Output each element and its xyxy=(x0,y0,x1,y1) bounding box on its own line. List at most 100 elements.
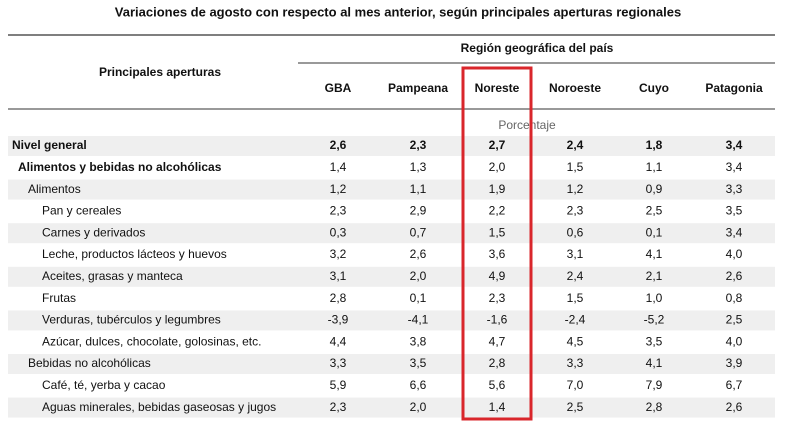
cell: 2,0 xyxy=(410,400,427,414)
cell: 3,9 xyxy=(726,356,743,370)
row-shade xyxy=(8,310,775,331)
cell: 5,9 xyxy=(330,378,347,392)
row-label: Bebidas no alcohólicas xyxy=(28,356,151,370)
cell: -5,2 xyxy=(644,313,665,327)
cell: 0,3 xyxy=(330,225,347,239)
cell: 3,4 xyxy=(726,138,743,152)
cell: 7,9 xyxy=(646,378,663,392)
cell: 5,6 xyxy=(489,378,506,392)
cell: 2,9 xyxy=(410,204,427,218)
cell: 0,1 xyxy=(646,225,663,239)
row-label: Alimentos y bebidas no alcohólicas xyxy=(18,160,222,174)
row-label: Azúcar, dulces, chocolate, golosinas, et… xyxy=(42,334,261,348)
cell: 1,3 xyxy=(410,160,427,174)
cell: -3,9 xyxy=(328,313,349,327)
column-header: Pampeana xyxy=(388,81,448,95)
cell: 2,6 xyxy=(726,269,743,283)
cell: 1,2 xyxy=(330,182,347,196)
cell: 4,7 xyxy=(489,334,506,348)
cell: 2,6 xyxy=(726,400,743,414)
cell: 2,1 xyxy=(646,269,663,283)
cell: 3,4 xyxy=(726,160,743,174)
group-header: Región geográfica del país xyxy=(461,41,614,55)
cell: 4,4 xyxy=(330,334,347,348)
cell: -2,4 xyxy=(565,313,586,327)
cell: 2,3 xyxy=(489,291,506,305)
cell: 3,5 xyxy=(646,334,663,348)
cell: 3,3 xyxy=(567,356,584,370)
cell: 1,2 xyxy=(567,182,584,196)
row-shade xyxy=(8,397,775,418)
row-label: Nivel general xyxy=(12,138,87,152)
cell: 2,6 xyxy=(330,138,347,152)
row-label: Café, té, yerba y cacao xyxy=(42,378,166,392)
table-body: Nivel general 2,6 2,3 2,7 2,4 1,8 3,4 Alimentos… xyxy=(12,138,743,414)
cell: 3,4 xyxy=(726,225,743,239)
cell: 2,8 xyxy=(330,291,347,305)
cell: 2,8 xyxy=(489,356,506,370)
row-shade xyxy=(8,354,775,374)
cell: 2,7 xyxy=(489,138,506,152)
cell: 1,5 xyxy=(567,160,584,174)
cell: 0,6 xyxy=(567,225,584,239)
cell: 2,3 xyxy=(567,204,584,218)
cell: 1,1 xyxy=(646,160,663,174)
cell: 2,4 xyxy=(567,138,584,152)
cell: 3,1 xyxy=(567,247,584,261)
row-label: Pan y cereales xyxy=(42,204,121,218)
cell: 1,0 xyxy=(646,291,663,305)
cell: 2,2 xyxy=(489,204,506,218)
cell: 6,7 xyxy=(726,378,743,392)
cell: 2,5 xyxy=(646,204,663,218)
cell: 3,8 xyxy=(410,334,427,348)
row-shade xyxy=(8,136,775,156)
column-header: Patagonia xyxy=(705,81,763,95)
cell: 2,3 xyxy=(330,400,347,414)
cell: 2,4 xyxy=(567,269,584,283)
row-label: Aceites, grasas y manteca xyxy=(42,269,183,283)
cell: 3,5 xyxy=(726,204,743,218)
cell: -4,1 xyxy=(408,313,429,327)
cell: 0,1 xyxy=(410,291,427,305)
cell: 1,1 xyxy=(410,182,427,196)
highlight-box xyxy=(461,66,533,421)
cell: 4,1 xyxy=(646,356,663,370)
row-label: Leche, productos lácteos y huevos xyxy=(42,247,227,261)
cell: 3,1 xyxy=(330,269,347,283)
cell: 6,6 xyxy=(410,378,427,392)
cell: 4,5 xyxy=(567,334,584,348)
cell: 2,0 xyxy=(410,269,427,283)
cell: 0,7 xyxy=(410,225,427,239)
cell: 1,9 xyxy=(489,182,506,196)
row-label: Carnes y derivados xyxy=(42,225,145,239)
unit: Porcentaje xyxy=(498,118,556,132)
column-header: Noroeste xyxy=(549,81,601,95)
column-header: GBA xyxy=(325,81,352,95)
row-backgrounds xyxy=(8,136,775,418)
row-label: Frutas xyxy=(42,291,76,305)
cell: 1,4 xyxy=(330,160,347,174)
cell: 2,6 xyxy=(410,247,427,261)
cell: 0,9 xyxy=(646,182,663,196)
cell: 3,2 xyxy=(330,247,347,261)
cell: 4,9 xyxy=(489,269,506,283)
row-label: Aguas minerales, bebidas gaseosas y jugo… xyxy=(42,400,276,414)
row-shade xyxy=(8,266,775,287)
cell: -1,6 xyxy=(487,313,508,327)
cell: 2,3 xyxy=(410,138,427,152)
cell: 1,5 xyxy=(489,225,506,239)
row-label: Alimentos xyxy=(28,182,81,196)
cell: 3,3 xyxy=(726,182,743,196)
cell: 3,5 xyxy=(410,356,427,370)
cell: 2,0 xyxy=(489,160,506,174)
cell: 2,5 xyxy=(726,313,743,327)
cell: 2,5 xyxy=(567,400,584,414)
cell: 3,6 xyxy=(489,247,506,261)
cell: 7,0 xyxy=(567,378,584,392)
column-header: Cuyo xyxy=(639,81,669,95)
cell: 1,8 xyxy=(646,138,663,152)
cell: 4,0 xyxy=(726,247,743,261)
row-label: Verduras, tubérculos y legumbres xyxy=(42,313,221,327)
column-header: Noreste xyxy=(475,81,520,95)
